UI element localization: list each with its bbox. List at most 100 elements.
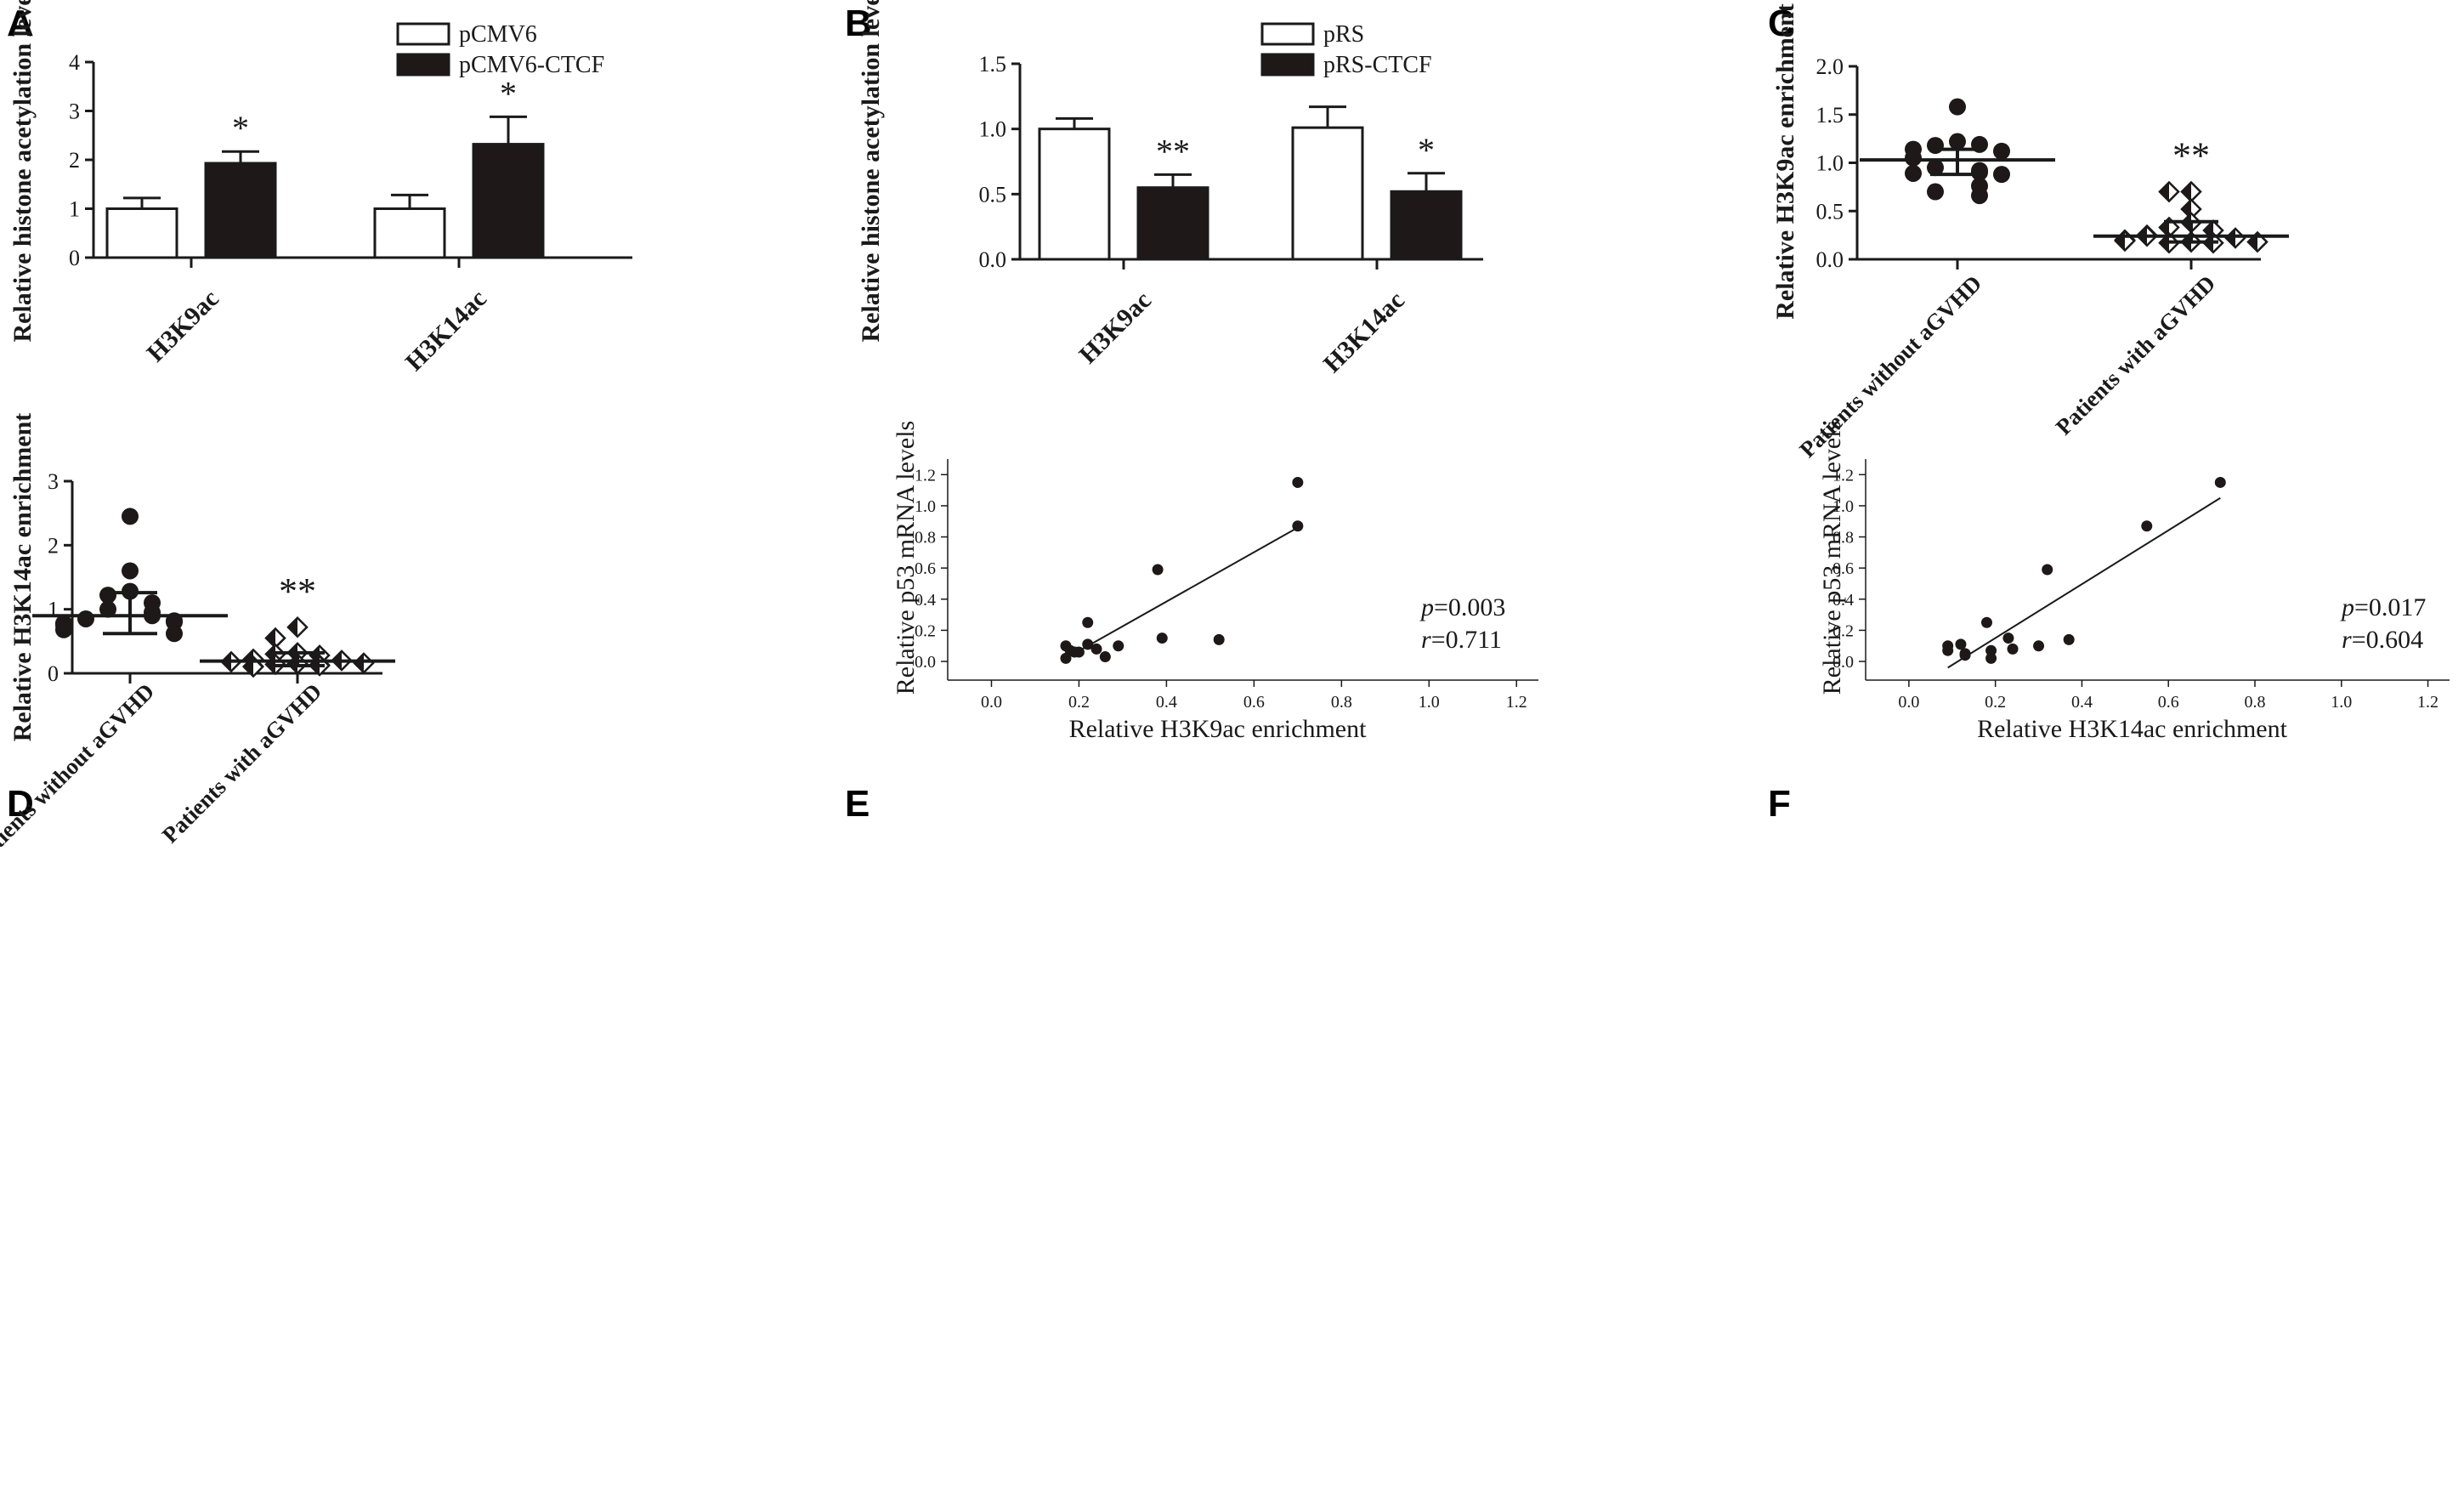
data-point [1213,633,1225,645]
y-tick-label: 0.6 [1832,559,1854,578]
x-tick-label: 0.0 [981,693,1002,712]
p-value-annotation: p=0.017 [2340,593,2426,621]
r-value: =0.604 [2352,626,2423,654]
x-tick-label: 1.2 [1506,693,1527,712]
data-point [1985,644,1997,656]
y-tick-label: 0.0 [915,653,936,672]
p-value: =0.017 [2354,593,2426,621]
data-point [1980,616,1992,628]
bar-prs-ctcf [1390,190,1463,261]
data-point [2002,633,2014,644]
data-point [1949,98,1966,116]
r-value-annotation: r=0.604 [2342,626,2423,654]
x-tick-label: 0.0 [1898,693,1919,712]
bar-prs [1291,126,1364,261]
y-tick-label: 1.0 [1832,497,1854,516]
y-tick-label: 1.5 [979,52,1007,77]
data-point [2141,520,2153,532]
chart-panel-a: 0 1 2 3 4 Relative histone acetylation levels… [8,0,632,377]
x-tick-label: 0.6 [2158,693,2179,712]
data-point [1292,476,1304,488]
r-symbol: r [2342,626,2352,654]
y-tick-label: 0.8 [915,529,936,547]
bar-pcmv6 [373,207,446,259]
panel-letter-c: C [1768,3,1795,44]
y-axis-label: Relative H3K9ac enrichment [1771,3,1799,320]
p-symbol: p [2340,593,2354,621]
y-tick-label: 0.6 [915,559,936,578]
data-point [1971,163,1988,181]
y-tick-label: 2 [69,148,80,173]
panel-letter-e: E [845,783,869,825]
data-point-half [288,617,297,637]
x-category-label: H3K14ac [400,285,492,377]
legend-label: pRS-CTCF [1323,52,1432,78]
data-point [1060,652,1072,664]
p-value-annotation: p=0.003 [1419,593,1505,621]
chart-panel-c: 0.0 0.5 1.0 1.5 2.0 Relative H3K9ac enrichmen… [1771,3,2289,462]
data-point [1082,616,1094,628]
panel-letter-d: D [7,783,34,825]
data-point [2214,476,2226,488]
data-point [1152,564,1164,576]
y-tick-label: 0 [69,246,80,270]
data-point [1993,142,2010,160]
y-tick-label: 1.2 [915,466,936,485]
data-point [122,508,139,525]
y-tick-label: 1.0 [1816,151,1844,176]
panel-letter-f: F [1768,783,1791,825]
x-category-label: H3K9ac [141,285,224,368]
x-tick-label: 0.8 [2245,693,2266,712]
data-point [1113,640,1124,652]
data-point [2042,564,2053,576]
regression-line [1065,526,1299,660]
x-category-label: H3K14ac [1318,286,1410,378]
data-point [1082,638,1094,650]
significance-mark: ** [2172,135,2210,177]
data-point [1090,643,1102,655]
legend-swatch [396,53,450,77]
x-tick-label: 0.4 [2071,693,2093,712]
data-point [1927,183,1944,201]
legend-swatch [1260,22,1315,46]
x-tick-label: 0.2 [1985,693,2006,712]
y-tick-label: 0.8 [1832,529,1854,547]
r-symbol: r [1421,626,1431,654]
y-axis-label: Relative histone acetylation levels [8,0,37,343]
data-point-half [354,653,364,672]
data-point [166,625,183,643]
chart-panel-f: 0.0 0.2 0.4 0.6 0.8 1.0 1.2 0.0 0.2 0.4 0.6 0.8 1.0 1… [1818,421,2450,743]
regression-line [1947,496,2221,669]
r-value-annotation: r=0.711 [1421,626,1502,654]
significance-mark: * [232,109,249,147]
bar-prs [1038,128,1111,261]
data-point [1985,652,1997,664]
data-point [1292,520,1304,532]
data-point [1949,133,1966,150]
bar-prs-ctcf [1136,186,1209,261]
data-point [1073,646,1085,658]
data-point [1942,644,1954,656]
panel-letter-a: A [7,3,34,44]
y-tick-label: 1.0 [979,117,1007,142]
y-tick-label: 0.5 [979,182,1007,207]
data-point [77,610,94,627]
y-tick-label: 0 [48,661,59,686]
bar-pcmv6-ctcf [204,162,277,259]
significance-mark: * [500,74,517,112]
y-axis-label: Relative H3K14ac enrichment [8,413,37,742]
chart-panel-e: 0.0 0.2 0.4 0.6 0.8 1.0 1.2 0.0 0.2 0.4 0.6 0.8 1.0 1… [892,421,1538,743]
y-tick-label: 2.0 [1816,54,1844,79]
data-point [1099,651,1111,663]
data-point-half [288,654,297,673]
data-point [1927,159,1944,177]
data-point [2007,643,2019,655]
y-tick-label: 1.5 [1816,103,1844,128]
y-axis-label: Relative p53 mRNA levels [1818,421,1846,695]
data-point [1905,149,1922,167]
data-point [99,600,116,618]
y-tick-label: 1 [69,197,80,222]
